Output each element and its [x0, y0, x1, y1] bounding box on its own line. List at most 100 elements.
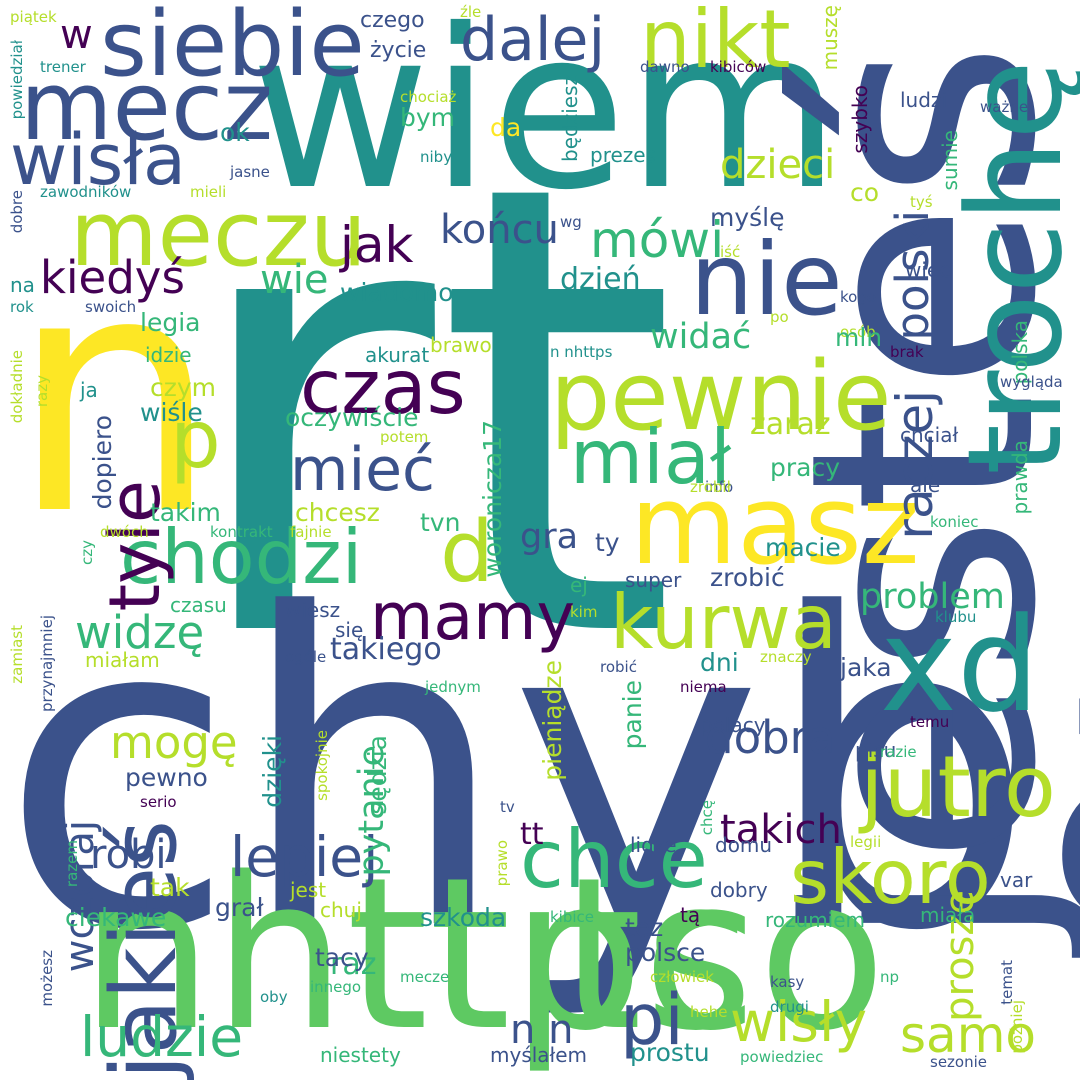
word: dzień — [560, 262, 641, 297]
word: robi — [90, 832, 167, 878]
word: trochę — [939, 60, 1080, 475]
word: tv — [500, 798, 515, 816]
word: dokładnie — [8, 350, 26, 424]
word: dwóch — [100, 523, 149, 541]
word: wisła — [10, 119, 186, 201]
word: wiadomo — [340, 278, 454, 307]
word: przynajmniej — [38, 615, 56, 712]
word: dzięki — [258, 735, 287, 808]
word: pracy — [770, 453, 841, 482]
word: myślę — [710, 203, 785, 232]
word: kibiców — [710, 58, 767, 76]
word: wisły — [730, 990, 868, 1054]
word: rok — [10, 298, 34, 316]
word: niby — [420, 148, 453, 166]
word: możesz — [38, 950, 56, 1007]
word: miał — [570, 413, 732, 501]
word: bym — [400, 103, 456, 132]
word: siebie — [100, 0, 365, 97]
word: kurwa — [610, 578, 837, 666]
word: tacy — [315, 943, 369, 972]
word: dawno — [640, 58, 690, 76]
word: prostu — [630, 1038, 710, 1067]
word: szkoda — [420, 903, 507, 932]
word: jasne — [230, 163, 270, 181]
word: kontrakt — [210, 523, 273, 541]
word: powiedziec — [740, 1048, 824, 1066]
word: mecze — [400, 968, 450, 986]
word: gra — [520, 517, 579, 557]
word: wygląda — [1000, 373, 1063, 391]
word: znaczy — [760, 648, 812, 666]
word: w — [60, 12, 93, 58]
word: robić — [600, 658, 637, 676]
word: fajnie — [290, 523, 332, 541]
word: prawo — [493, 840, 511, 887]
word: sumie — [938, 130, 962, 191]
word: razem — [63, 840, 81, 888]
word: swoich — [85, 298, 137, 316]
word: rozumiem — [765, 908, 866, 932]
word: ciekawe — [65, 903, 167, 932]
word: mówi — [590, 211, 725, 269]
word: samo — [900, 1006, 1036, 1064]
word: kibice — [550, 908, 595, 926]
word: lepiej — [230, 825, 379, 889]
word: zamiast — [8, 625, 26, 684]
word: czy — [78, 540, 96, 565]
word: idzie — [145, 343, 192, 367]
word: tak — [150, 873, 190, 902]
word: legii — [850, 833, 882, 851]
word: oczywiście — [285, 403, 419, 432]
word: czego — [360, 8, 425, 33]
word: chce — [520, 813, 708, 906]
word: na — [10, 273, 35, 297]
word: raz — [330, 947, 377, 982]
word: myślałem — [490, 1043, 588, 1067]
word: nie — [690, 221, 843, 338]
word: panie — [618, 680, 647, 750]
word: wiec — [905, 258, 951, 282]
word: życie — [370, 38, 427, 63]
word: chyba — [0, 525, 1080, 1025]
word: szybko — [848, 85, 872, 154]
word: ja — [80, 378, 98, 402]
word: ej — [570, 573, 588, 597]
word: wiem — [250, 0, 841, 238]
word: meczu — [70, 182, 367, 287]
word: prezes — [590, 143, 657, 167]
word: miała — [920, 903, 976, 927]
word: pewnie — [550, 342, 892, 452]
word: jaka — [840, 653, 892, 682]
word: wiśle — [140, 398, 203, 427]
word: się — [335, 618, 364, 642]
word: będziesz — [558, 75, 582, 162]
word: mecz — [20, 52, 274, 162]
word: legia — [140, 308, 201, 337]
word: tvn — [420, 508, 461, 537]
word: mieć — [290, 435, 436, 505]
word: iść — [720, 243, 741, 261]
word: dopiero — [88, 415, 117, 510]
word: da — [490, 113, 522, 142]
word: kasy — [770, 973, 805, 991]
word: brawo — [430, 333, 492, 357]
word: ludzie — [80, 1005, 244, 1069]
word: skoro — [790, 833, 991, 921]
word: polsce — [625, 938, 706, 967]
word: chcesz — [295, 498, 380, 527]
word: innego — [310, 978, 362, 996]
word: piątek — [10, 8, 57, 26]
word: pi — [620, 979, 684, 1061]
word: masz — [630, 461, 920, 589]
word: mln — [835, 323, 883, 352]
word: co — [850, 178, 880, 207]
word: muszę — [818, 5, 842, 71]
word: temat — [998, 960, 1016, 1005]
word: czym — [150, 373, 217, 402]
word: np — [880, 968, 900, 986]
word: tt — [520, 817, 544, 852]
word: takim — [150, 498, 221, 527]
word: sezonie — [930, 1053, 987, 1071]
word: dobre — [8, 190, 26, 234]
